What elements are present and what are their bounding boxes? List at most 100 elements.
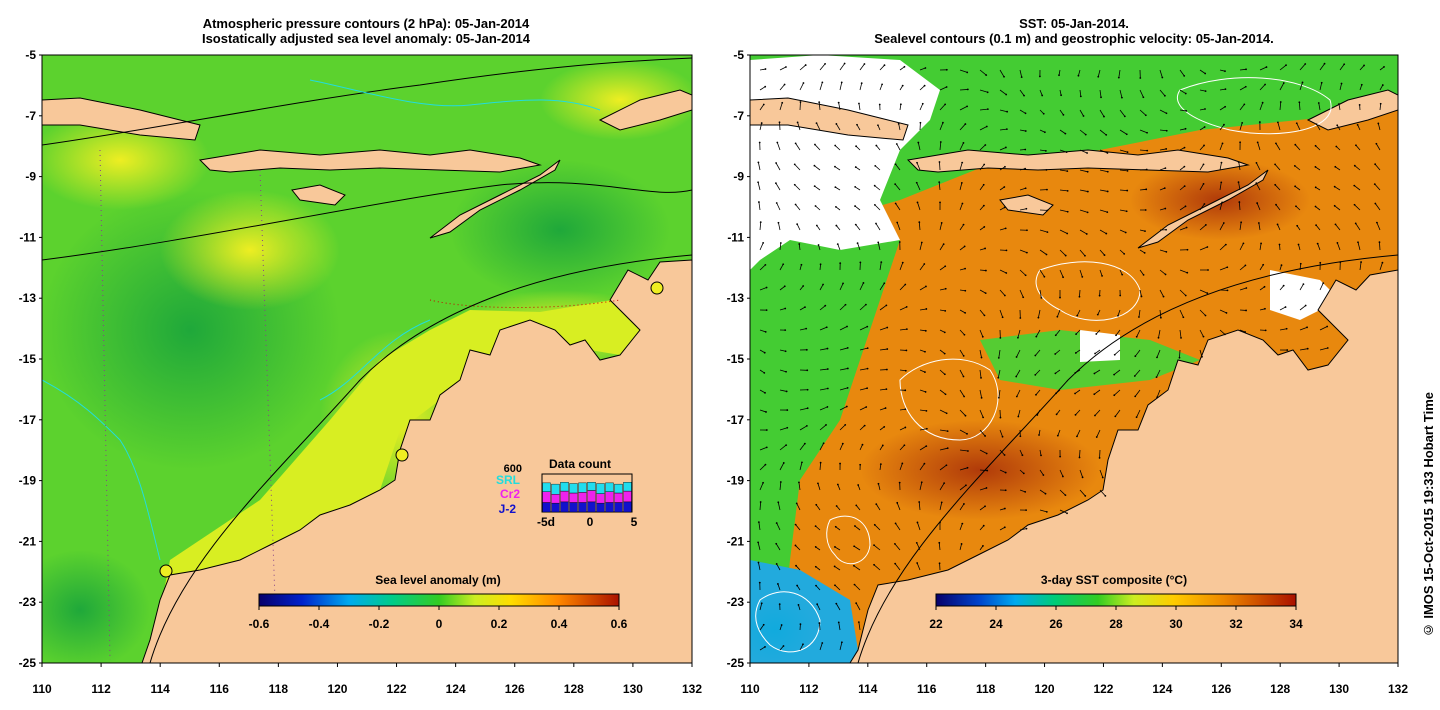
velocity-arrow-head: [1225, 312, 1228, 314]
data-count-bar-cr2: [596, 493, 605, 504]
velocity-arrow-head: [1161, 76, 1164, 79]
velocity-arrow-head: [1245, 287, 1248, 289]
velocity-arrow-head: [802, 643, 804, 646]
velocity-arrow-head: [1055, 392, 1058, 395]
right-lon-tick-126: 126: [1211, 682, 1231, 696]
velocity-arrow: [979, 329, 984, 337]
velocity-arrow-head: [1222, 222, 1225, 224]
velocity-arrow: [894, 183, 901, 191]
velocity-arrow: [916, 542, 921, 551]
velocity-arrow: [818, 623, 821, 631]
velocity-arrow-head: [1353, 184, 1356, 187]
velocity-arrow-head: [983, 314, 986, 317]
velocity-arrow: [799, 64, 806, 71]
velocity-arrow-head: [1017, 336, 1019, 339]
velocity-arrow: [1377, 123, 1381, 131]
velocity-arrow: [919, 409, 927, 412]
velocity-arrow: [919, 482, 923, 491]
velocity-arrow: [1339, 83, 1342, 91]
velocity-arrow: [834, 584, 841, 591]
velocity-arrow: [894, 563, 901, 571]
velocity-arrow-head: [1258, 121, 1261, 123]
velocity-arrow-head: [794, 544, 797, 547]
velocity-arrow: [999, 147, 1007, 151]
velocity-arrow-head: [925, 427, 928, 430]
velocity-arrow: [1259, 66, 1267, 71]
velocity-arrow-head: [1084, 254, 1086, 257]
velocity-arrow-head: [1297, 243, 1300, 246]
velocity-arrow-head: [924, 371, 926, 373]
velocity-arrow: [759, 287, 767, 291]
velocity-arrow: [799, 462, 803, 471]
velocity-arrow: [895, 164, 901, 171]
velocity-arrow: [779, 84, 785, 91]
velocity-arrow: [858, 103, 861, 111]
velocity-arrow-head: [945, 86, 948, 88]
left-tide-gauge-3: [159, 564, 173, 578]
velocity-arrow-head: [1003, 526, 1006, 529]
velocity-arrow-head: [759, 501, 762, 503]
velocity-arrow-head: [903, 444, 906, 447]
velocity-arrow-head: [901, 84, 904, 87]
velocity-arrow-head: [826, 347, 829, 350]
velocity-arrow-head: [1314, 205, 1317, 208]
velocity-arrow-head: [776, 141, 779, 144]
velocity-arrow: [1114, 409, 1121, 417]
velocity-arrow-head: [1036, 414, 1039, 416]
data-count-xtick-1: -5d: [537, 515, 555, 529]
sst-colorbar-tick-24: 24: [989, 617, 1003, 631]
velocity-arrow-head: [825, 326, 828, 329]
left-pressure-contour-3: [149, 254, 692, 663]
velocity-arrow-head: [1163, 94, 1166, 97]
velocity-arrow-head: [1296, 224, 1299, 227]
velocity-arrow-head: [961, 161, 964, 164]
velocity-arrow-head: [775, 522, 778, 524]
velocity-arrow: [1299, 348, 1308, 351]
velocity-arrow-head: [837, 101, 840, 104]
velocity-arrow-head: [1084, 133, 1087, 136]
velocity-arrow-head: [839, 462, 841, 465]
velocity-arrow-head: [785, 390, 788, 393]
velocity-arrow-head: [1113, 353, 1116, 356]
left-lon-tick-120: 120: [327, 682, 347, 696]
velocity-arrow-head: [1045, 253, 1048, 256]
velocity-arrow-head: [1078, 295, 1081, 298]
velocity-arrow: [959, 162, 963, 171]
velocity-arrow-head: [966, 88, 969, 91]
velocity-arrow-head: [801, 461, 803, 464]
velocity-arrow-head: [1056, 434, 1059, 437]
velocity-arrow-head: [1256, 202, 1259, 204]
velocity-arrow-head: [1066, 210, 1069, 213]
velocity-arrow-head: [837, 621, 840, 624]
velocity-arrow-head: [855, 504, 858, 507]
velocity-arrow-head: [1004, 489, 1007, 492]
velocity-arrow: [856, 124, 861, 131]
velocity-arrow: [1316, 124, 1321, 131]
velocity-arrow: [799, 306, 806, 311]
velocity-arrow: [999, 449, 1005, 456]
data-count-bar-srl: [614, 483, 623, 494]
velocity-arrow-head: [1086, 190, 1089, 193]
velocity-arrow-head: [1316, 242, 1319, 245]
right-lon-tick-118: 118: [976, 682, 996, 696]
velocity-arrow-head: [1186, 271, 1189, 274]
velocity-arrow-head: [1162, 295, 1165, 298]
velocity-arrow: [959, 389, 965, 397]
velocity-arrow: [779, 369, 787, 373]
velocity-arrow-head: [1306, 326, 1308, 329]
velocity-arrow: [999, 309, 1003, 318]
velocity-arrow-head: [805, 348, 808, 351]
velocity-arrow: [853, 565, 861, 571]
velocity-arrow: [834, 566, 841, 571]
velocity-arrow-head: [864, 303, 867, 306]
velocity-arrow-head: [879, 463, 882, 466]
velocity-arrow: [1079, 269, 1083, 277]
velocity-arrow: [1118, 69, 1121, 78]
sst-colorbar-tick-32: 32: [1229, 617, 1243, 631]
velocity-arrow-head: [1295, 122, 1298, 125]
velocity-arrow-head: [1185, 226, 1188, 229]
velocity-arrow: [1179, 269, 1188, 274]
sla-colorbar: Sea level anomaly (m) -0.6 -0.4 -0.2 0 0.2 0.…: [249, 573, 628, 631]
velocity-arrow: [894, 543, 901, 551]
velocity-arrow-head: [1178, 356, 1181, 359]
